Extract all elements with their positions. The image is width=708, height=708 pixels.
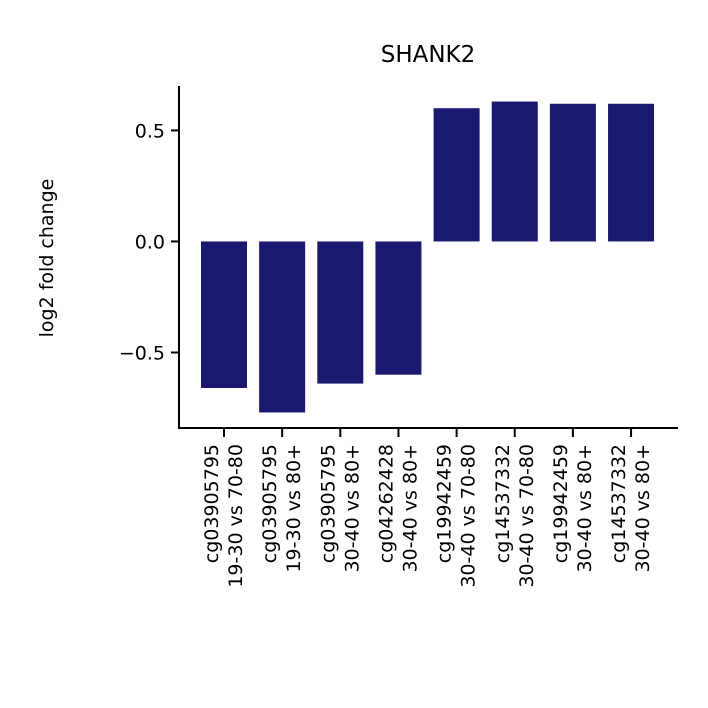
y-axis-title: log2 fold change: [36, 179, 58, 338]
x-tick-label-text: cg14537332 30-40 vs 70-80: [492, 444, 538, 588]
x-tick-label-line: cg03905795: [201, 444, 223, 563]
x-tick-label: cg04262428 30-40 vs 80+: [375, 444, 421, 573]
bar: [491, 101, 538, 242]
y-tick-label: 0.0: [135, 231, 165, 253]
x-tick-label-line: 30-40 vs 80+: [632, 444, 654, 573]
bar: [317, 241, 364, 384]
x-tick-label-line: 30-40 vs 80+: [574, 444, 596, 573]
bar: [259, 241, 306, 413]
x-tick-label-line: cg04262428: [375, 444, 397, 563]
x-tick-label-line: cg03905795: [259, 444, 281, 563]
x-tick-label-line: 30-40 vs 70-80: [458, 444, 480, 588]
x-tick-label: cg19942459 30-40 vs 80+: [550, 444, 596, 573]
x-tick-label-line: 30-40 vs 80+: [341, 444, 363, 573]
axes-group: [178, 86, 678, 429]
x-tick-label: cg19942459 30-40 vs 70-80: [434, 444, 480, 588]
bar: [608, 103, 655, 242]
x-tick-label-line: 19-30 vs 80+: [283, 444, 305, 573]
x-tick-label: cg14537332 30-40 vs 70-80: [492, 444, 538, 588]
x-tick-label-text: cg03905795 19-30 vs 70-80: [201, 444, 247, 588]
x-tick-label: cg03905795 30-40 vs 80+: [317, 444, 363, 573]
x-tick-label-text: cg19942459 30-40 vs 80+: [550, 444, 596, 573]
x-ticks-group: cg03905795 19-30 vs 70-80 cg03905795 19-30 …: [201, 428, 654, 588]
y-ticks-group: −0.5 0.0 0.5: [119, 120, 179, 364]
x-tick-label-line: 30-40 vs 80+: [399, 444, 421, 573]
x-tick-label: cg03905795 19-30 vs 70-80: [201, 444, 247, 588]
y-tick-label: −0.5: [119, 342, 165, 364]
x-tick-label-text: cg04262428 30-40 vs 80+: [375, 444, 421, 573]
x-tick-label-line: cg03905795: [317, 444, 339, 563]
x-tick-label-line: 19-30 vs 70-80: [225, 444, 247, 588]
bar: [549, 103, 596, 242]
bar: [201, 241, 247, 389]
x-tick-label-text: cg14537332 30-40 vs 80+: [608, 444, 654, 573]
x-tick-label-text: cg19942459 30-40 vs 70-80: [434, 444, 480, 588]
x-tick-label-line: cg19942459: [550, 444, 572, 563]
y-tick-label: 0.5: [135, 120, 165, 142]
x-tick-label-line: cg19942459: [434, 444, 456, 563]
bars-group: [201, 101, 655, 413]
x-tick-label-line: cg14537332: [492, 444, 514, 563]
bar: [375, 241, 422, 375]
chart-title: SHANK2: [381, 42, 476, 68]
x-tick-label: cg14537332 30-40 vs 80+: [608, 444, 654, 573]
x-tick-label-line: cg14537332: [608, 444, 630, 563]
x-tick-label: cg03905795 19-30 vs 80+: [259, 444, 305, 573]
bar: [433, 108, 480, 242]
x-tick-label-text: cg03905795 19-30 vs 80+: [259, 444, 305, 573]
x-tick-label-text: cg03905795 30-40 vs 80+: [317, 444, 363, 573]
x-tick-label-line: 30-40 vs 70-80: [516, 444, 538, 588]
